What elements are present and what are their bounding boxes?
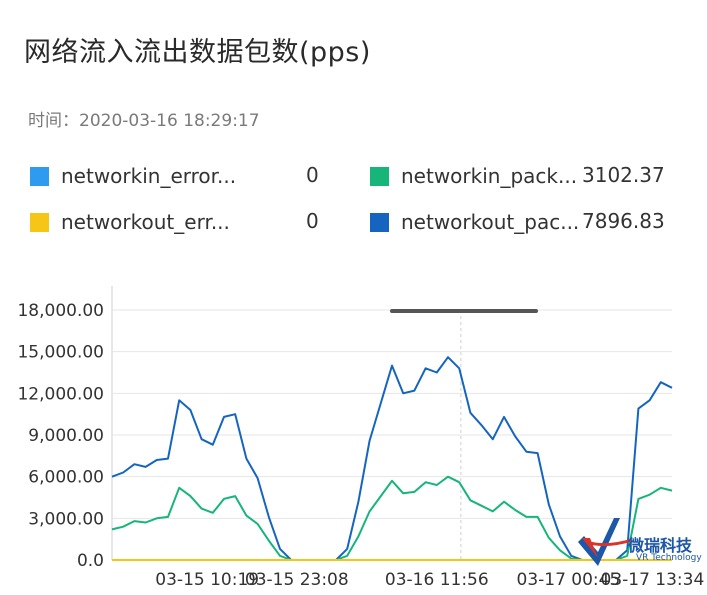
legend-value: 3102.37 [582,163,665,187]
y-tick-label: 0.0 [77,551,104,571]
legend-swatch [30,166,49,186]
x-tick-label: 03-16 11:56 [385,570,489,590]
grid [111,286,672,560]
time-row: 时间：2020-03-16 18:29:17 [28,106,260,131]
legend-value: 0 [306,209,319,233]
y-tick-label: 18,000.00 [17,301,104,321]
legend-value: 0 [306,163,319,187]
legend-name: networkin_error... [61,164,237,188]
legend-item-networkout-packages[interactable]: networkout_pac... [370,207,579,237]
y-tick-label: 15,000.00 [17,343,104,363]
legend-item-networkin-packages[interactable]: networkin_pack... [370,161,577,191]
watermark-logo: 微瑞科技 VR Technology [576,508,702,568]
page-title: 网络流入流出数据包数(pps) [24,37,371,68]
y-tick-label: 3,000.00 [28,509,104,529]
x-tick-label: 03-15 10:19 [155,570,259,590]
line-chart[interactable]: 0.0 3,000.00 6,000.00 9,000.00 12,000.00 15,0… [0,260,707,595]
y-axis: 0.0 3,000.00 6,000.00 9,000.00 12,000.00 15,0… [17,301,104,571]
legend-name: networkout_pac... [401,210,580,234]
legend-value: 7896.83 [582,209,665,233]
legend-name: networkin_pack... [401,164,578,188]
series-group [111,356,673,561]
y-tick-label: 6,000.00 [28,468,104,488]
x-tick-label: 03-17 00:45 [517,570,621,590]
time-value: 2020-03-16 18:29:17 [79,111,260,131]
logo-text-en: VR Technology [636,553,702,563]
x-tick-label: 03-17 13:34 [601,570,705,590]
legend-item-networkout-errors[interactable]: networkout_err... [30,207,230,237]
legend-swatch [370,212,389,232]
logo-text-cn: 微瑞科技 [628,536,693,555]
legend-name: networkout_err... [61,210,230,234]
x-tick-label: 03-15 23:08 [245,570,349,590]
logo-mark-icon [578,518,633,566]
time-label: 时间： [28,111,79,131]
y-tick-label: 9,000.00 [28,426,104,446]
drag-handle[interactable] [390,309,538,313]
legend-swatch [30,212,49,232]
legend-item-networkin-errors[interactable]: networkin_error... [30,161,236,191]
y-tick-label: 12,000.00 [17,384,104,404]
legend-swatch [370,166,389,186]
